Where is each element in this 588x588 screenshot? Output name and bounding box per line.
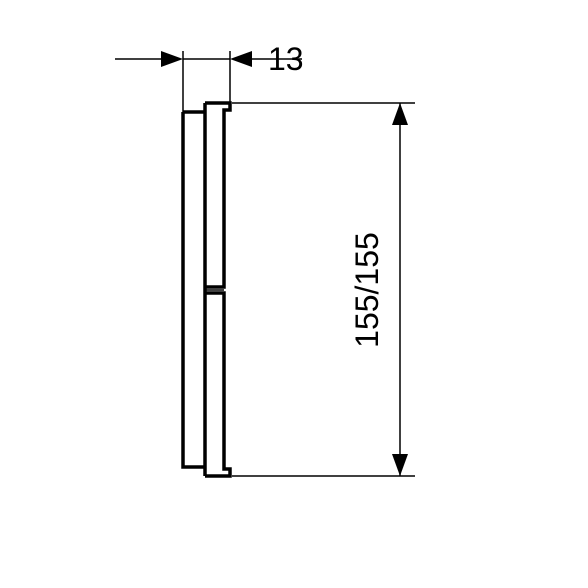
arrowhead-left [161,51,183,67]
dim-width-label: 13 [268,41,304,77]
dim-height-label: 155/155 [349,232,385,348]
plate-outline [183,103,205,476]
part-side-profile [183,103,230,476]
arrowhead-right [230,51,252,67]
arrowhead-bottom [392,454,408,476]
cover-bottom-outline [205,293,230,476]
arrowhead-top [392,103,408,125]
cover-top-outline [205,103,230,287]
dimension-height: 155/155 [232,103,415,476]
